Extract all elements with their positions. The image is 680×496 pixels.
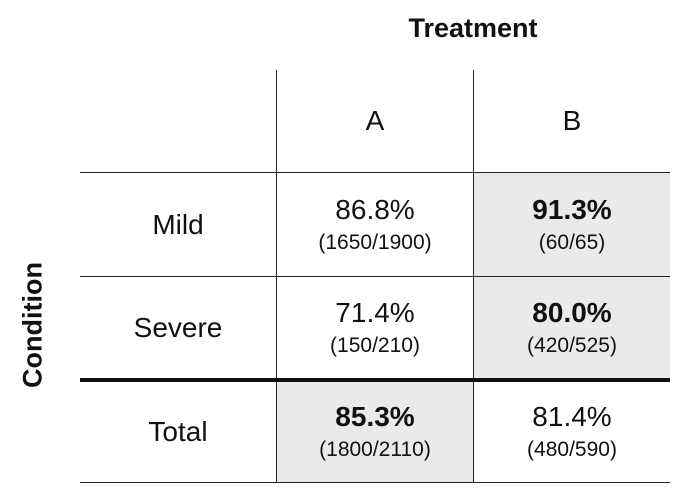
- column-title: Treatment: [408, 12, 538, 43]
- cell-mild-b: 91.3% (60/65): [474, 173, 670, 276]
- row-label-total: Total: [148, 416, 208, 447]
- cell-percent: 85.3%: [335, 401, 415, 432]
- cell-mild-a: 86.8% (1650/1900): [277, 173, 473, 276]
- total-separator-line: [80, 378, 670, 382]
- cell-percent: 86.8%: [335, 193, 415, 225]
- cell-count: (150/210): [330, 333, 420, 357]
- cell-count: (1800/2110): [319, 438, 431, 461]
- grid-line-horizontal: [80, 482, 670, 483]
- cell-count: (480/590): [527, 438, 617, 461]
- cell-count: (60/65): [538, 230, 606, 254]
- column-header-a: A: [365, 105, 385, 136]
- cell-count: (1650/1900): [318, 230, 432, 254]
- cell-severe-a: 71.4% (150/210): [277, 277, 473, 378]
- cell-count: (420/525): [527, 333, 617, 357]
- cell-percent: 91.3%: [532, 193, 612, 225]
- grid-line-horizontal: [80, 172, 670, 173]
- cell-percent: 71.4%: [335, 296, 415, 328]
- row-label-mild: Mild: [152, 208, 204, 240]
- cell-percent: 81.4%: [532, 401, 612, 432]
- cell-total-a: 85.3% (1800/2110): [277, 382, 473, 482]
- cell-total-b: 81.4% (480/590): [474, 382, 670, 482]
- cell-percent: 80.0%: [532, 296, 612, 328]
- grid-line-horizontal: [80, 276, 670, 277]
- cell-severe-b: 80.0% (420/525): [474, 277, 670, 378]
- column-header-b: B: [562, 105, 582, 136]
- row-title: Condition: [17, 262, 48, 388]
- row-label-severe: Severe: [133, 311, 223, 343]
